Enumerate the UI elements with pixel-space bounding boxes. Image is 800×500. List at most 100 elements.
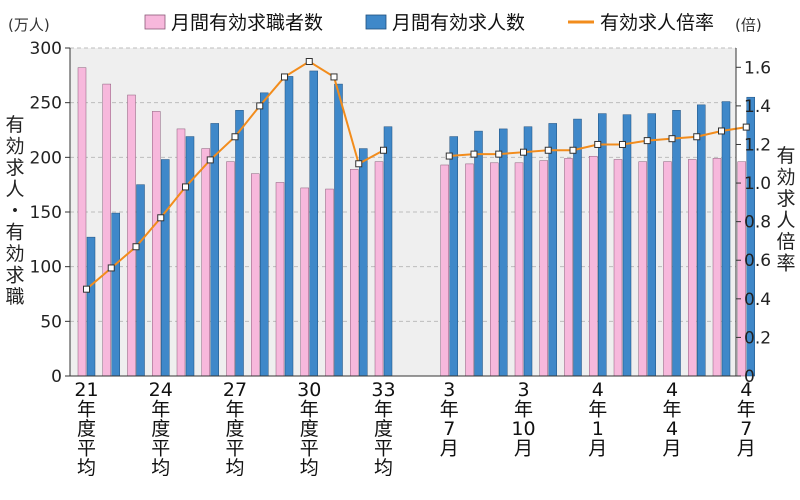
legend-label: 有効求人倍率 [600,12,714,34]
x-label-line: 4 [592,379,604,401]
x-category-label: 30 年度平均 [297,379,321,479]
x-label-line: 7 [443,418,455,440]
x-label-line: 均 [374,457,393,479]
seekers-bar [564,158,573,377]
left-tick-label: 50 [40,312,62,332]
openings-bar [697,104,706,377]
seekers-bar [613,159,623,377]
left-axis-title: 有効求人・有効求職 [5,114,24,308]
ratio-marker [107,264,115,272]
seekers-bar [712,158,722,377]
openings-bar [499,128,508,377]
x-label-line: 年 [151,399,170,421]
ratio-marker [355,160,363,168]
x-category-label: 24 年度平均 [149,379,173,479]
openings-bar [474,130,483,377]
right-tick-label: 1.2 [744,135,771,155]
vertical-char: 人 [5,179,24,201]
vertical-char: 有 [5,114,24,136]
openings-bar [111,212,120,377]
left-tick-label: 200 [30,148,62,168]
vertical-char: 効 [776,167,795,189]
ratio-marker [380,146,387,154]
x-label-line: 平 [374,438,393,460]
x-label-line: 27 [223,379,247,401]
seekers-bar [300,187,309,377]
openings-bar [260,92,269,377]
left-tick-label: 250 [30,94,62,114]
x-label-line: 年 [662,399,681,421]
x-category-label: 21 年度平均 [74,379,98,479]
x-label-line: 30 [297,379,321,401]
ratio-marker [231,133,239,141]
openings-bar [161,159,170,377]
vertical-char: 有 [776,145,795,167]
seekers-bar [201,148,210,377]
x-category-label: 27 年度平均 [223,379,247,479]
seekers-bar [374,161,384,377]
x-label-line: 均 [77,457,96,479]
seekers-bar [539,160,548,377]
vertical-char: 効 [5,136,24,158]
x-label-line: 24 [149,379,173,401]
x-label-line: 平 [77,438,96,460]
seekers-bar [465,163,474,377]
left-unit-label: (万人) [8,16,50,34]
right-tick-label: 0.6 [744,251,771,271]
seekers-bar [77,67,87,377]
left-tick-label: 150 [30,203,62,223]
x-label-line: 4 [666,379,678,401]
ratio-marker [83,285,90,293]
ratio-marker [305,58,313,66]
ratio-marker [693,133,701,141]
x-label-line: 平 [151,438,170,460]
openings-bar [284,76,294,377]
bars [77,67,755,377]
x-label-line: 年 [737,399,756,421]
seekers-bar [226,161,235,377]
x-label-line: 月 [514,438,533,460]
ratio-marker [132,243,140,251]
legend-swatch [144,14,166,30]
x-label-line: 年 [225,399,244,421]
x-label-line: 年 [514,399,533,421]
x-label-line: 度 [374,418,393,440]
ratio-marker [668,135,676,143]
seekers-bar [102,83,111,377]
x-label-line: 3 [517,379,529,401]
legend-label: 月間有効求人数 [392,12,525,34]
vertical-char: 有 [5,222,24,244]
x-label-line: 月 [588,438,607,460]
vertical-char: ・ [5,200,24,222]
openings-bar [672,110,681,377]
vertical-char: 職 [5,286,24,308]
ratio-marker [742,123,750,131]
vertical-char: 倍 [776,231,795,253]
ratio-marker [643,137,651,145]
x-label-line: 7 [740,418,752,440]
right-tick-label: 0 [744,367,755,387]
left-axis: 0 50 100 150 200 250 300 [30,39,71,387]
x-label-line: 3 [443,379,455,401]
seekers-bar [490,162,499,377]
x-label-line: 度 [300,418,319,440]
vertical-char: 求 [5,157,24,179]
ratio-marker [182,183,189,191]
x-label-line: 4 [666,418,678,440]
seekers-bar [350,169,359,377]
vertical-char: 人 [776,210,795,232]
right-tick-label: 1.0 [744,174,771,194]
x-label-line: 年 [374,399,393,421]
ratio-marker [470,150,478,158]
ratio-marker [330,73,338,81]
openings-bar [573,118,582,377]
openings-bar [309,70,318,377]
x-label-line: 年 [77,399,96,421]
vertical-char: 求 [776,188,795,210]
